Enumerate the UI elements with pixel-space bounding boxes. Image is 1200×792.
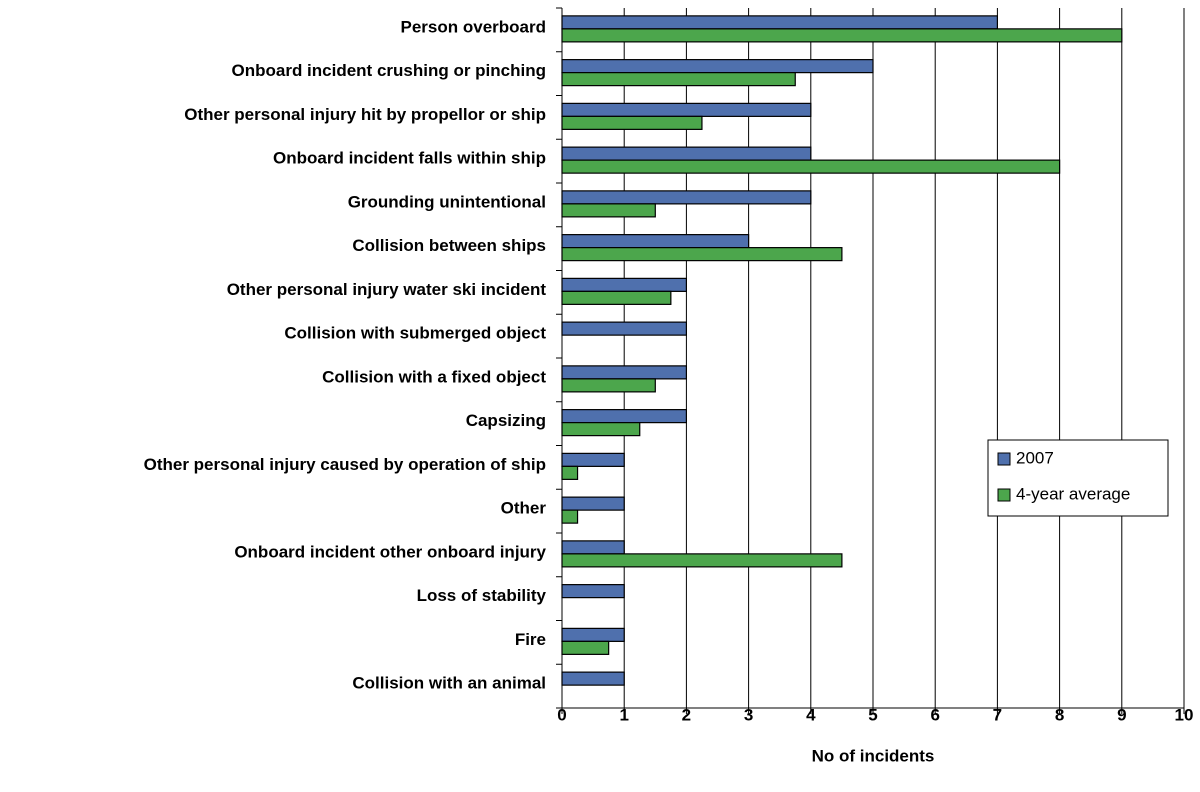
legend-label: 2007	[1016, 448, 1054, 467]
x-tick-label: 6	[930, 705, 939, 724]
bar	[561, 378, 656, 393]
bar	[561, 15, 998, 30]
bar	[561, 422, 641, 437]
bar	[561, 28, 1123, 43]
bar	[561, 72, 796, 87]
y-tick-label: Person overboard	[401, 17, 547, 36]
y-tick-label: Onboard incident crushing or pinching	[232, 61, 547, 80]
x-axis-title: No of incidents	[812, 746, 935, 765]
y-tick-label: Fire	[515, 630, 546, 649]
y-tick-label: Collision with an animal	[352, 674, 546, 693]
x-tick-label: 0	[557, 705, 566, 724]
legend-swatch	[997, 488, 1011, 502]
y-tick-label: Grounding unintentional	[348, 192, 546, 211]
bar	[561, 203, 656, 218]
bar	[561, 627, 625, 642]
y-tick-label: Collision with submerged object	[284, 324, 546, 343]
y-tick-label: Collision with a fixed object	[322, 367, 546, 386]
x-tick-label: 10	[1175, 705, 1194, 724]
bar	[561, 496, 625, 511]
x-tick-label: 2	[682, 705, 691, 724]
y-tick-label: Other	[501, 499, 547, 518]
bar	[561, 234, 750, 249]
bar	[561, 540, 625, 555]
bar	[561, 671, 625, 686]
bar	[561, 290, 672, 305]
bar	[561, 321, 688, 336]
y-tick-label: Collision between ships	[352, 236, 546, 255]
bar	[561, 409, 688, 424]
x-tick-label: 8	[1055, 705, 1064, 724]
bar	[561, 59, 874, 74]
bar	[561, 102, 812, 117]
x-tick-label: 3	[744, 705, 753, 724]
x-tick-label: 5	[868, 705, 877, 724]
y-tick-label: Other personal injury hit by propellor o…	[184, 105, 546, 124]
bar	[561, 584, 625, 599]
x-tick-label: 7	[993, 705, 1002, 724]
bar	[561, 365, 688, 380]
bar	[561, 553, 843, 568]
y-tick-label: Onboard incident other onboard injury	[234, 542, 546, 561]
bar	[561, 640, 610, 655]
bar	[561, 509, 579, 524]
legend-label: 4-year average	[1016, 484, 1130, 503]
bar	[561, 465, 579, 480]
bar	[561, 159, 1061, 174]
y-tick-label: Onboard incident falls within ship	[273, 149, 546, 168]
y-tick-label: Other personal injury water ski incident	[227, 280, 547, 299]
legend-box	[987, 439, 1169, 517]
bar	[561, 146, 812, 161]
y-tick-label: Loss of stability	[417, 586, 547, 605]
x-tick-label: 4	[806, 705, 816, 724]
bar	[561, 190, 812, 205]
bar	[561, 277, 688, 292]
bar	[561, 115, 703, 130]
x-tick-label: 9	[1117, 705, 1126, 724]
y-tick-label: Other personal injury caused by operatio…	[144, 455, 546, 474]
bar	[561, 247, 843, 262]
y-tick-label: Capsizing	[466, 411, 546, 430]
x-tick-label: 1	[619, 705, 628, 724]
bar	[561, 452, 625, 467]
legend-swatch	[997, 452, 1011, 466]
